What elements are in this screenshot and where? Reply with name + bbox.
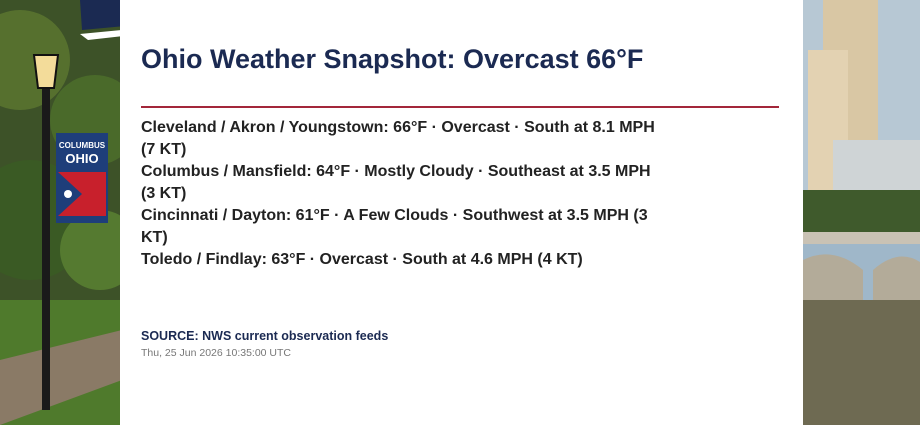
banner-line1: COLUMBUS: [59, 141, 106, 150]
condition-line: Columbus / Mansfield: 64°F · Mostly Clou…: [141, 163, 651, 202]
condition-line: Cincinnati / Dayton: 61°F · A Few Clouds…: [141, 207, 648, 246]
title: Ohio Weather Snapshot: Overcast 66°F: [141, 44, 644, 74]
condition-line: Toledo / Findlay: 63°F · Overcast · Sout…: [141, 251, 583, 268]
right-photo: [803, 0, 920, 425]
source: SOURCE: NWS current observation feeds: [141, 329, 389, 343]
timestamp: Thu, 25 Jun 2026 10:35:00 UTC: [141, 347, 292, 359]
card: Ohio Weather Snapshot: Overcast 66°F Cle…: [120, 0, 803, 425]
divider: [141, 106, 779, 108]
left-photo: COLUMBUS OHIO: [0, 0, 122, 425]
conditions-list: Cleveland / Akron / Youngstown: 66°F · O…: [141, 117, 661, 271]
banner-line2: OHIO: [65, 151, 98, 166]
condition-line: Cleveland / Akron / Youngstown: 66°F · O…: [141, 119, 655, 158]
